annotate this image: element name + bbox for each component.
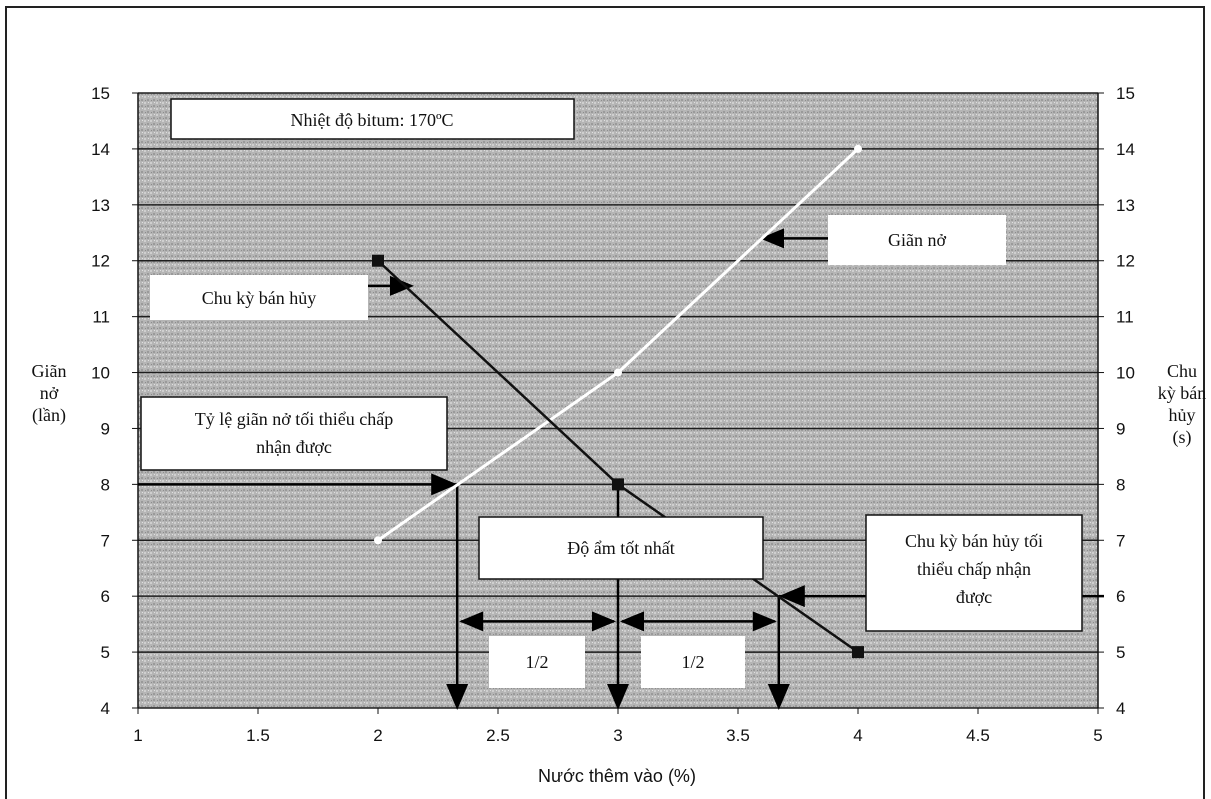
expansion-label: Giãn nở bbox=[888, 230, 946, 250]
half-right-label: 1/2 bbox=[681, 652, 704, 672]
series-markers bbox=[372, 144, 864, 659]
y-right-tick-label: 7 bbox=[1116, 531, 1125, 550]
arrowhead bbox=[620, 611, 644, 632]
left-axis-title-line: (lần) bbox=[32, 405, 66, 426]
right-y-axis: 4 5 6 7 8 9 10 11 12 13 14 15 bbox=[1098, 84, 1135, 718]
x-axis-title: Nước thêm vào (%) bbox=[538, 766, 696, 786]
temperature-label: Nhiệt độ bitum: 170ºC bbox=[290, 110, 453, 130]
left-y-axis: 4 5 6 7 8 9 10 11 12 13 14 15 bbox=[91, 84, 138, 718]
half-left-box: 1/2 bbox=[489, 636, 585, 688]
y-right-tick-label: 6 bbox=[1116, 587, 1125, 606]
min-half-life-label-line: được bbox=[956, 587, 992, 607]
half-life-point bbox=[372, 254, 384, 267]
right-axis-title-line: Chu bbox=[1167, 361, 1197, 381]
y-left-tick-label: 12 bbox=[91, 252, 110, 271]
x-tick-label: 3.5 bbox=[726, 726, 750, 745]
y-right-tick-label: 9 bbox=[1116, 419, 1125, 438]
x-tick-label: 4.5 bbox=[966, 726, 990, 745]
y-right-tick-label: 10 bbox=[1116, 364, 1135, 383]
half-right-box: 1/2 bbox=[641, 636, 745, 688]
arrowhead bbox=[760, 228, 784, 249]
x-tick-label: 1.5 bbox=[246, 726, 270, 745]
temperature-box: Nhiệt độ bitum: 170ºC bbox=[170, 98, 575, 140]
y-right-tick-label: 12 bbox=[1116, 252, 1135, 271]
half-life-label: Chu kỳ bán hủy bbox=[202, 288, 317, 308]
y-left-tick-label: 7 bbox=[101, 531, 110, 550]
right-axis-title-line: (s) bbox=[1173, 427, 1192, 448]
y-left-tick-label: 10 bbox=[91, 364, 110, 383]
y-right-tick-label: 13 bbox=[1116, 196, 1135, 215]
y-left-tick-label: 6 bbox=[101, 587, 110, 606]
left-axis-title-line: Giãn bbox=[32, 361, 67, 381]
y-left-tick-label: 5 bbox=[101, 643, 110, 662]
optimum-box: Độ ẩm tốt nhất bbox=[478, 516, 764, 580]
y-left-tick-label: 9 bbox=[101, 419, 110, 438]
arrowhead bbox=[459, 611, 484, 632]
min-half-life-box: Chu kỳ bán hủy tối thiểu chấp nhận được bbox=[865, 514, 1083, 632]
arrowhead bbox=[778, 585, 805, 608]
arrowhead bbox=[431, 473, 458, 496]
y-left-tick-label: 4 bbox=[101, 699, 110, 718]
y-left-tick-label: 15 bbox=[91, 84, 110, 103]
left-axis-title: Giãn nở (lần) bbox=[32, 361, 67, 426]
y-left-tick-label: 14 bbox=[91, 140, 110, 159]
arrowhead bbox=[592, 611, 616, 632]
min-expansion-box: Tỷ lệ giãn nở tối thiểu chấp nhận được bbox=[140, 396, 448, 471]
y-right-tick-label: 8 bbox=[1116, 475, 1125, 494]
expansion-label-box: Giãn nở bbox=[828, 215, 1006, 265]
right-axis-title-line: hủy bbox=[1169, 405, 1196, 425]
x-tick-label: 1 bbox=[133, 726, 142, 745]
x-tick-label: 2.5 bbox=[486, 726, 510, 745]
y-right-tick-label: 15 bbox=[1116, 84, 1135, 103]
y-right-tick-label: 5 bbox=[1116, 643, 1125, 662]
min-half-life-label-line: thiểu chấp nhận bbox=[917, 559, 1031, 579]
half-life-point bbox=[612, 478, 624, 491]
arrowhead bbox=[446, 684, 469, 710]
y-left-tick-label: 13 bbox=[91, 196, 110, 215]
x-tick-label: 3 bbox=[613, 726, 622, 745]
arrowhead bbox=[767, 684, 790, 710]
arrowhead bbox=[390, 275, 414, 296]
right-axis-title-line: kỳ bán bbox=[1158, 383, 1207, 403]
right-axis-title: Chu kỳ bán hủy (s) bbox=[1158, 361, 1207, 448]
half-life-point bbox=[852, 646, 864, 659]
arrowhead bbox=[607, 684, 629, 710]
y-right-tick-label: 11 bbox=[1116, 308, 1134, 327]
half-left-label: 1/2 bbox=[525, 652, 548, 672]
y-left-tick-label: 8 bbox=[101, 475, 110, 494]
expansion-point bbox=[614, 368, 622, 377]
y-right-tick-label: 14 bbox=[1116, 140, 1135, 159]
expansion-point bbox=[854, 144, 862, 153]
y-left-tick-label: 11 bbox=[92, 308, 110, 327]
x-tick-label: 4 bbox=[853, 726, 862, 745]
left-axis-title-line: nở bbox=[40, 383, 59, 403]
expansion-point bbox=[374, 536, 382, 545]
half-life-label-box: Chu kỳ bán hủy bbox=[150, 275, 368, 320]
x-tick-label: 2 bbox=[373, 726, 382, 745]
x-tick-label: 5 bbox=[1093, 726, 1102, 745]
optimum-label: Độ ẩm tốt nhất bbox=[567, 538, 674, 558]
x-axis: 1 1.5 2 2.5 3 3.5 4 4.5 5 bbox=[133, 708, 1103, 745]
y-right-tick-label: 4 bbox=[1116, 699, 1125, 718]
arrowhead bbox=[752, 611, 777, 632]
min-expansion-label-line: nhận được bbox=[256, 437, 332, 457]
min-expansion-label-line: Tỷ lệ giãn nở tối thiểu chấp bbox=[195, 409, 393, 429]
min-half-life-label-line: Chu kỳ bán hủy tối bbox=[905, 531, 1043, 551]
